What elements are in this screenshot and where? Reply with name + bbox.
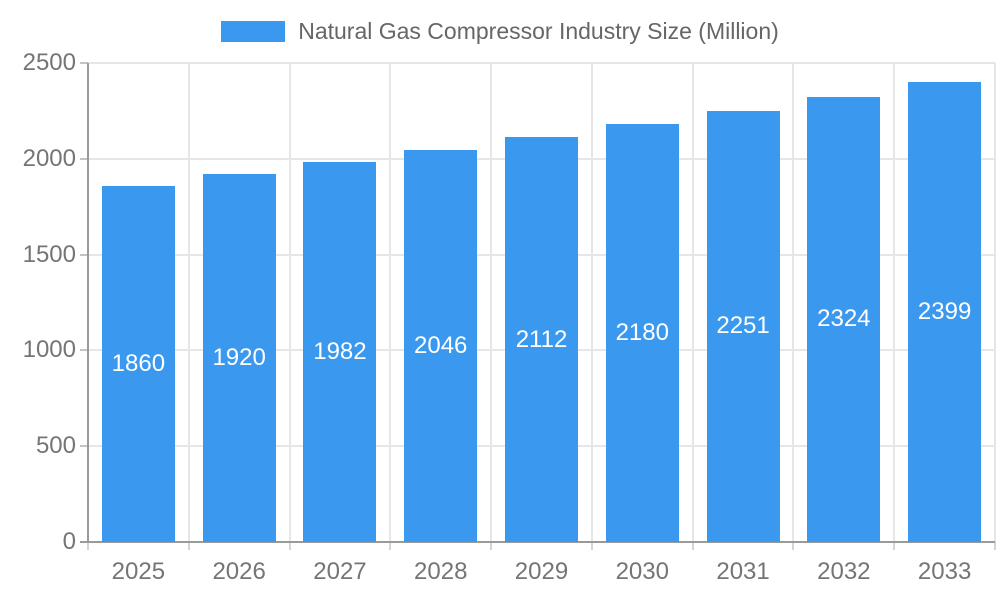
x-axis-tick-label: 2030 bbox=[615, 558, 669, 585]
x-axis-tick-label: 2028 bbox=[414, 558, 468, 585]
y-axis-tick-label: 0 bbox=[62, 528, 76, 555]
bar-value-label: 1860 bbox=[111, 349, 166, 377]
x-axis-tick bbox=[490, 542, 493, 550]
x-axis-tick bbox=[691, 542, 694, 550]
bar-2026[interactable]: 1920 bbox=[202, 174, 276, 542]
bar-2032[interactable]: 2324 bbox=[807, 96, 881, 542]
bar-2030[interactable]: 2180 bbox=[605, 124, 679, 542]
bar-2031[interactable]: 2251 bbox=[706, 110, 780, 542]
x-axis-tick-label: 2033 bbox=[917, 558, 972, 585]
x-axis-tick bbox=[87, 542, 89, 550]
x-gridline bbox=[187, 63, 190, 542]
legend-item-industry-size[interactable]: Natural Gas Compressor Industry Size (Mi… bbox=[221, 18, 779, 45]
bar-value-label: 2112 bbox=[515, 325, 568, 353]
x-gridline bbox=[893, 63, 896, 542]
x-axis-line bbox=[80, 541, 995, 543]
x-axis-tick-label: 2025 bbox=[111, 558, 166, 585]
bar-2025[interactable]: 1860 bbox=[101, 185, 175, 542]
legend-label: Natural Gas Compressor Industry Size (Mi… bbox=[298, 18, 779, 44]
chart-legend: Natural Gas Compressor Industry Size (Mi… bbox=[0, 18, 1000, 45]
y-gridline bbox=[88, 62, 995, 64]
x-axis-tick-label: 2031 bbox=[716, 558, 770, 585]
bar-2027[interactable]: 1982 bbox=[303, 162, 377, 542]
bar-value-label: 2046 bbox=[414, 331, 468, 359]
x-gridline bbox=[691, 63, 694, 542]
bar-value-label: 2251 bbox=[716, 312, 770, 340]
x-gridline bbox=[994, 63, 996, 542]
y-axis-tick bbox=[80, 253, 88, 256]
y-axis-tick-label: 2500 bbox=[22, 49, 76, 76]
y-axis-tick-label: 2000 bbox=[22, 144, 76, 172]
legend-swatch bbox=[221, 21, 286, 42]
bar-value-label: 2180 bbox=[615, 319, 669, 347]
y-axis-tick-label: 1500 bbox=[22, 240, 76, 268]
x-axis-tick bbox=[994, 542, 996, 550]
bar-value-label: 1982 bbox=[313, 338, 367, 366]
bar-2029[interactable]: 2112 bbox=[505, 137, 578, 542]
bar-value-label: 1920 bbox=[212, 344, 266, 372]
bar-2033[interactable]: 2399 bbox=[908, 82, 982, 542]
y-axis-tick bbox=[80, 157, 88, 160]
bar-value-label: 2324 bbox=[817, 305, 871, 333]
bar-2028[interactable]: 2046 bbox=[404, 149, 478, 542]
x-axis-tick-label: 2029 bbox=[514, 558, 569, 585]
x-gridline bbox=[490, 63, 493, 542]
x-gridline bbox=[792, 63, 795, 542]
y-axis-tick-label: 1000 bbox=[22, 336, 76, 364]
x-axis-tick bbox=[288, 542, 291, 550]
x-axis-tick bbox=[389, 542, 392, 550]
x-axis-tick bbox=[187, 542, 190, 550]
x-axis-tick-label: 2027 bbox=[313, 558, 367, 585]
x-axis-tick-label: 2032 bbox=[817, 558, 871, 585]
x-axis-tick bbox=[590, 542, 593, 550]
x-gridline bbox=[590, 63, 593, 542]
y-axis-tick-label: 500 bbox=[35, 432, 76, 460]
x-axis-tick bbox=[893, 542, 896, 550]
x-axis-tick bbox=[792, 542, 795, 550]
y-axis-tick bbox=[80, 349, 88, 352]
x-gridline bbox=[288, 63, 291, 542]
bar-value-label: 2399 bbox=[917, 298, 972, 326]
y-axis-tick bbox=[80, 62, 88, 64]
y-axis-tick bbox=[80, 445, 88, 448]
x-gridline bbox=[389, 63, 392, 542]
x-axis-tick-label: 2026 bbox=[212, 558, 266, 585]
y-axis-line bbox=[87, 63, 89, 542]
